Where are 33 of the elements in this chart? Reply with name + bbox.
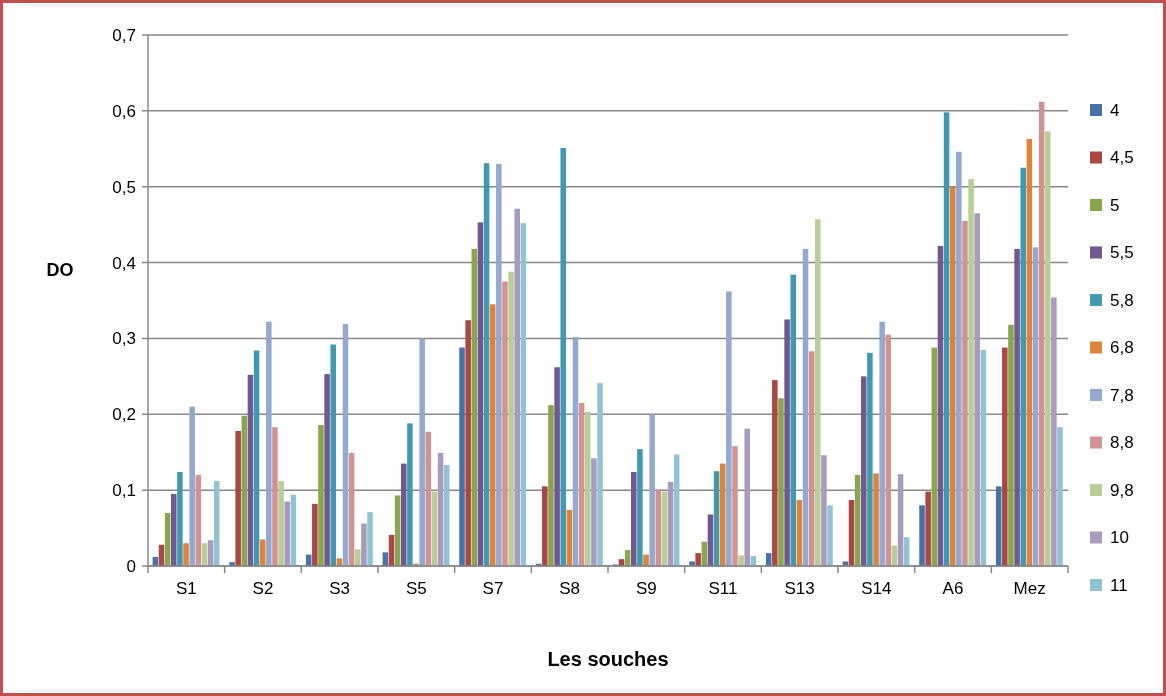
x-tick-label: A6 bbox=[942, 579, 964, 598]
x-tick-label: S13 bbox=[784, 579, 815, 598]
legend-label: 5 bbox=[1110, 195, 1120, 215]
legend-label: 10 bbox=[1110, 528, 1129, 548]
y-tick-label: 0,5 bbox=[112, 177, 136, 197]
y-tick-label: 0 bbox=[126, 556, 136, 576]
y-tick-label: 0,6 bbox=[112, 101, 136, 121]
x-tick-label: S1 bbox=[175, 579, 197, 598]
x-tick-label: S11 bbox=[708, 579, 738, 598]
legend-label: 5,8 bbox=[1110, 290, 1134, 310]
x-tick-label: S14 bbox=[861, 579, 892, 598]
x-tick-label: S8 bbox=[559, 579, 581, 598]
legend-label: 5,5 bbox=[1110, 243, 1134, 263]
y-tick-label: 0,1 bbox=[112, 481, 136, 501]
x-tick-label: S2 bbox=[252, 579, 274, 598]
legend-label: 8,8 bbox=[1110, 433, 1134, 453]
x-tick-label: S3 bbox=[329, 579, 351, 598]
legend-label: 4,5 bbox=[1110, 148, 1134, 168]
legend-label: 6,8 bbox=[1110, 338, 1134, 358]
y-tick-label: 0,7 bbox=[112, 25, 136, 45]
y-tick-label: 0,4 bbox=[112, 253, 136, 273]
x-tick-label: S5 bbox=[405, 579, 427, 598]
x-tick-label: S7 bbox=[482, 579, 504, 598]
y-tick-label: 0,3 bbox=[112, 329, 136, 349]
legend-label: 4 bbox=[1110, 100, 1120, 120]
y-axis-title: DO bbox=[46, 260, 74, 280]
legend-label: 9,8 bbox=[1110, 480, 1134, 500]
y-tick-label: 0,2 bbox=[112, 405, 136, 425]
x-tick-label: Mez bbox=[1013, 579, 1046, 598]
legend-label: 11 bbox=[1110, 575, 1128, 595]
legend-label: 7,8 bbox=[1110, 385, 1134, 405]
x-axis-title: Les souches bbox=[547, 648, 669, 670]
x-tick-label: S9 bbox=[635, 579, 657, 598]
